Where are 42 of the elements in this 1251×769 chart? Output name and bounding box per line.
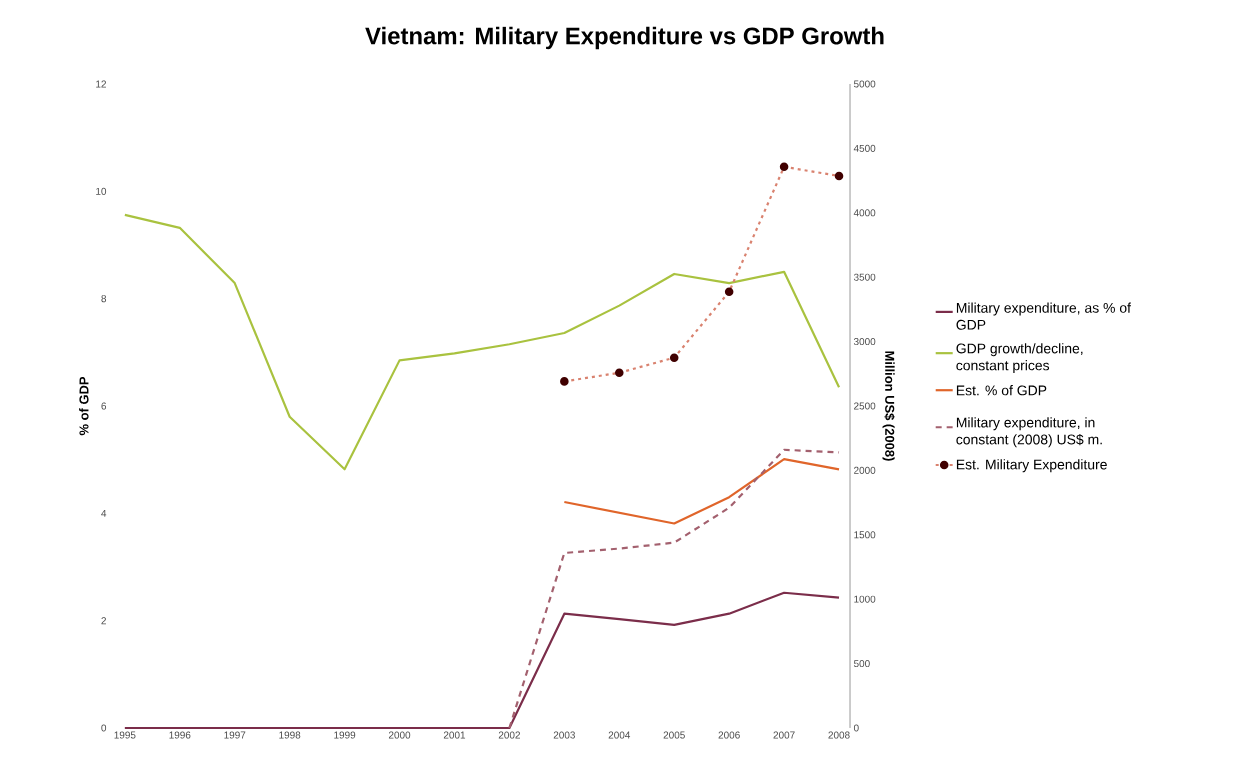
y-tick-label: 6 — [101, 402, 107, 410]
y2-tick-label: 4500 — [853, 144, 876, 152]
x-tick-label: 1996 — [169, 731, 191, 739]
y2-tick-label: 2500 — [854, 402, 876, 410]
line-series — [123, 213, 841, 471]
x-tick-label: 2001 — [443, 731, 466, 739]
legend-label: Est. Military Expenditure — [956, 459, 1107, 473]
x-tick-label: 2004 — [608, 731, 631, 739]
line-series — [508, 448, 841, 730]
y-tick-label: 0 — [101, 724, 107, 732]
y-tick-label: 8 — [101, 295, 107, 303]
y2-tick-label: 1000 — [854, 595, 876, 603]
y2-tick-label: 2000 — [854, 466, 876, 474]
y2-tick-label: 0 — [853, 724, 859, 732]
legend-label: Military expenditure, as % of GDP — [956, 302, 1131, 330]
x-tick-label: 2008 — [828, 731, 850, 739]
y2-tick-label: 3500 — [853, 273, 876, 281]
y-tick-label: 4 — [101, 509, 107, 517]
y2-tick-label: 500 — [853, 660, 870, 668]
x-tick-label: 2003 — [553, 731, 575, 739]
x-tick-label: 2000 — [388, 731, 411, 739]
x-tick-label: 1999 — [334, 731, 356, 739]
y2-tick-label: 3000 — [853, 338, 876, 346]
legend-label: Est. % of GDP — [956, 385, 1047, 396]
y-axis-title: % of GDP — [79, 376, 89, 436]
legend-label: GDP growth/decline, constant prices — [956, 343, 1083, 374]
y2-axis-title: Million US$ (2008) — [882, 351, 895, 461]
y-tick-label: 12 — [96, 80, 106, 88]
x-tick-label: 2007 — [773, 731, 795, 739]
x-tick-label: 2005 — [663, 731, 685, 739]
x-tick-label: 2006 — [718, 731, 740, 739]
x-tick-label: 2002 — [498, 731, 520, 739]
y-tick-label: 10 — [96, 187, 107, 195]
y-tick-label: 2 — [101, 617, 106, 625]
x-tick-label: 1997 — [224, 731, 246, 739]
legend-label: Military expenditure, in constant (2008) US$ m. — [956, 417, 1102, 448]
y2-tick-label: 5000 — [853, 80, 876, 88]
x-tick-label: 1998 — [279, 731, 301, 739]
y2-tick-label: 1500 — [854, 531, 876, 539]
x-tick-label: 1995 — [114, 731, 136, 739]
y2-tick-label: 4000 — [853, 209, 876, 217]
chart-title: Vietnam: Military Expenditure vs GDP Growth — [365, 26, 884, 50]
